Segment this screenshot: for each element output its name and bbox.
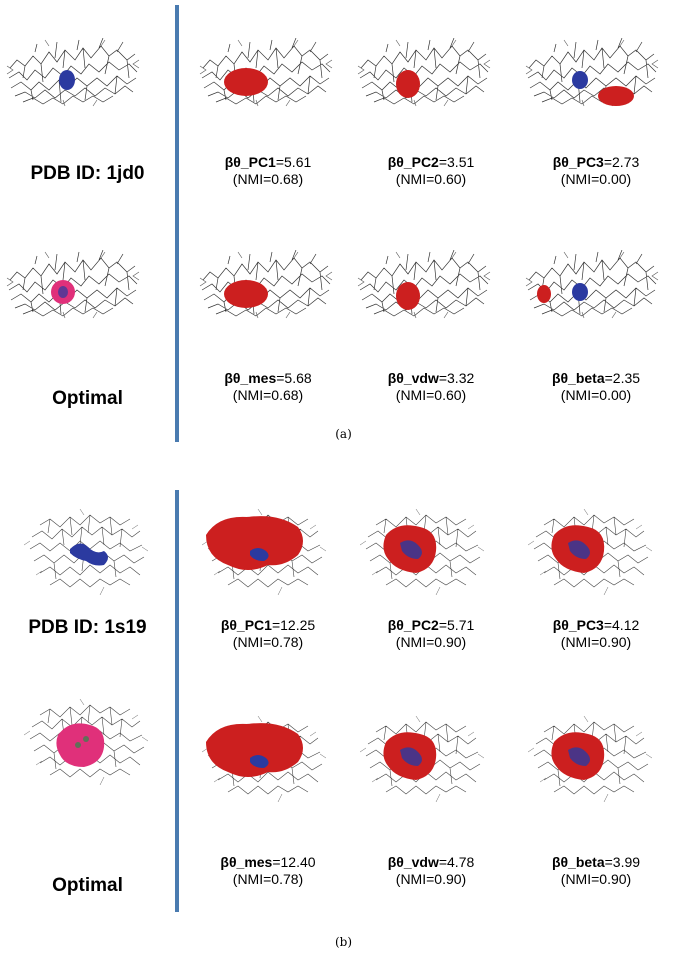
ligand-blob	[568, 747, 590, 766]
prediction-structure	[527, 715, 653, 802]
prediction-caption: βθ_vdw=4.78 (NMI=0.90)	[356, 854, 506, 888]
parameter-name: βθ_mes	[220, 854, 273, 870]
predicted-pocket-blob	[537, 285, 551, 303]
predicted-pocket-blob	[396, 282, 420, 310]
ligand-blob	[572, 283, 588, 301]
reference-structure-1s19	[23, 508, 149, 595]
parameter-name: βθ_PC3	[552, 154, 604, 170]
parameter-value: =2.73	[603, 154, 640, 170]
prediction-structure	[199, 250, 333, 319]
panel-divider	[175, 490, 179, 912]
nmi-score: (NMI=0.60)	[395, 387, 467, 403]
parameter-name: βθ_beta	[551, 854, 605, 870]
prediction-structure	[527, 508, 653, 595]
parameter-value: =3.51	[438, 154, 475, 170]
ligand-blob	[400, 540, 422, 559]
optimal-label: Optimal	[52, 388, 123, 409]
prediction-structure	[359, 715, 485, 802]
prediction-caption: βθ_PC3=4.12 (NMI=0.90)	[521, 617, 671, 651]
ligand-blob	[70, 543, 108, 566]
parameter-name: βθ_PC1	[220, 617, 272, 633]
parameter-value: =5.71	[438, 617, 475, 633]
parameter-name: βθ_PC2	[387, 617, 439, 633]
predicted-pocket-blob	[206, 723, 303, 777]
predicted-pocket-blob	[206, 516, 303, 570]
nmi-score: (NMI=0.78)	[232, 871, 304, 887]
nmi-score: (NMI=0.90)	[560, 871, 632, 887]
prediction-caption: βθ_mes=12.40 (NMI=0.78)	[193, 854, 343, 888]
parameter-name: βθ_PC3	[552, 617, 604, 633]
optimal-structure	[6, 250, 140, 319]
parameter-value: =4.78	[438, 854, 475, 870]
prediction-caption: βθ_PC2=5.71 (NMI=0.90)	[356, 617, 506, 651]
prediction-caption: βθ_vdw=3.32 (NMI=0.60)	[356, 370, 506, 404]
prediction-structure	[525, 250, 659, 319]
pdb-id-label: PDB ID: 1jd0	[30, 163, 145, 184]
ligand-blob	[568, 540, 590, 559]
parameter-name: βθ_mes	[224, 370, 277, 386]
nmi-score: (NMI=0.90)	[395, 871, 467, 887]
parameter-value: =3.99	[604, 854, 641, 870]
nmi-score: (NMI=0.00)	[560, 171, 632, 187]
ligand-atom	[83, 736, 89, 742]
parameter-value: =5.61	[275, 154, 312, 170]
pdb-id-label: PDB ID: 1s19	[28, 617, 147, 638]
prediction-caption: βθ_beta=3.99 (NMI=0.90)	[521, 854, 671, 888]
ligand-blob	[572, 71, 588, 89]
predicted-pocket-blob	[598, 86, 634, 106]
nmi-score: (NMI=0.78)	[232, 634, 304, 650]
prediction-caption: βθ_PC1=12.25 (NMI=0.78)	[193, 617, 343, 651]
prediction-structure	[357, 38, 491, 107]
parameter-name: βθ_beta	[551, 370, 605, 386]
prediction-structure	[201, 715, 327, 802]
parameter-value: =12.25	[271, 617, 316, 633]
ligand-blob	[250, 548, 269, 561]
ligand-atom	[75, 742, 81, 748]
prediction-caption: βθ_PC1=5.61 (NMI=0.68)	[193, 154, 343, 188]
nmi-score: (NMI=0.00)	[560, 387, 632, 403]
parameter-value: =3.32	[438, 370, 475, 386]
ligand-blob	[400, 747, 422, 766]
prediction-structure	[199, 38, 333, 107]
prediction-structure	[201, 508, 327, 595]
parameter-value: =12.40	[272, 854, 316, 870]
panel-divider	[175, 5, 179, 442]
prediction-structure	[359, 508, 485, 595]
prediction-caption: βθ_beta=2.35 (NMI=0.00)	[521, 370, 671, 404]
parameter-value: =2.35	[604, 370, 641, 386]
nmi-score: (NMI=0.68)	[232, 171, 304, 187]
ligand-blob	[58, 286, 68, 298]
nmi-score: (NMI=0.60)	[395, 171, 467, 187]
prediction-caption: βθ_mes=5.68 (NMI=0.68)	[193, 370, 343, 404]
reference-structure-1jd0	[6, 38, 140, 107]
prediction-structure	[357, 250, 491, 319]
predicted-pocket-blob	[224, 280, 268, 308]
parameter-name: βθ_PC1	[224, 154, 276, 170]
nmi-score: (NMI=0.68)	[232, 387, 304, 403]
parameter-name: βθ_vdw	[387, 370, 439, 386]
optimal-structure	[23, 698, 149, 785]
subfigure-caption: (b)	[334, 935, 353, 949]
parameter-value: =4.12	[603, 617, 640, 633]
parameter-value: =5.68	[276, 370, 312, 386]
prediction-structure	[525, 38, 659, 107]
parameter-name: βθ_PC2	[387, 154, 439, 170]
predicted-pocket-blob	[396, 70, 420, 98]
ligand-blob	[59, 70, 75, 90]
panel-a: PDB ID: 1jd0 Optimal βθ_PC1=5.61 (NMI=0.…	[0, 0, 687, 450]
prediction-caption: βθ_PC3=2.73 (NMI=0.00)	[521, 154, 671, 188]
optimal-label: Optimal	[52, 875, 123, 896]
panel-b: PDB ID: 1s19 Optimal βθ_PC1=12.25 (NMI=0…	[0, 480, 687, 960]
nmi-score: (NMI=0.90)	[395, 634, 467, 650]
parameter-name: βθ_vdw	[387, 854, 439, 870]
subfigure-caption: (a)	[335, 427, 352, 441]
prediction-caption: βθ_PC2=3.51 (NMI=0.60)	[356, 154, 506, 188]
predicted-pocket-blob	[224, 68, 268, 96]
nmi-score: (NMI=0.90)	[560, 634, 632, 650]
ligand-blob	[250, 755, 269, 768]
